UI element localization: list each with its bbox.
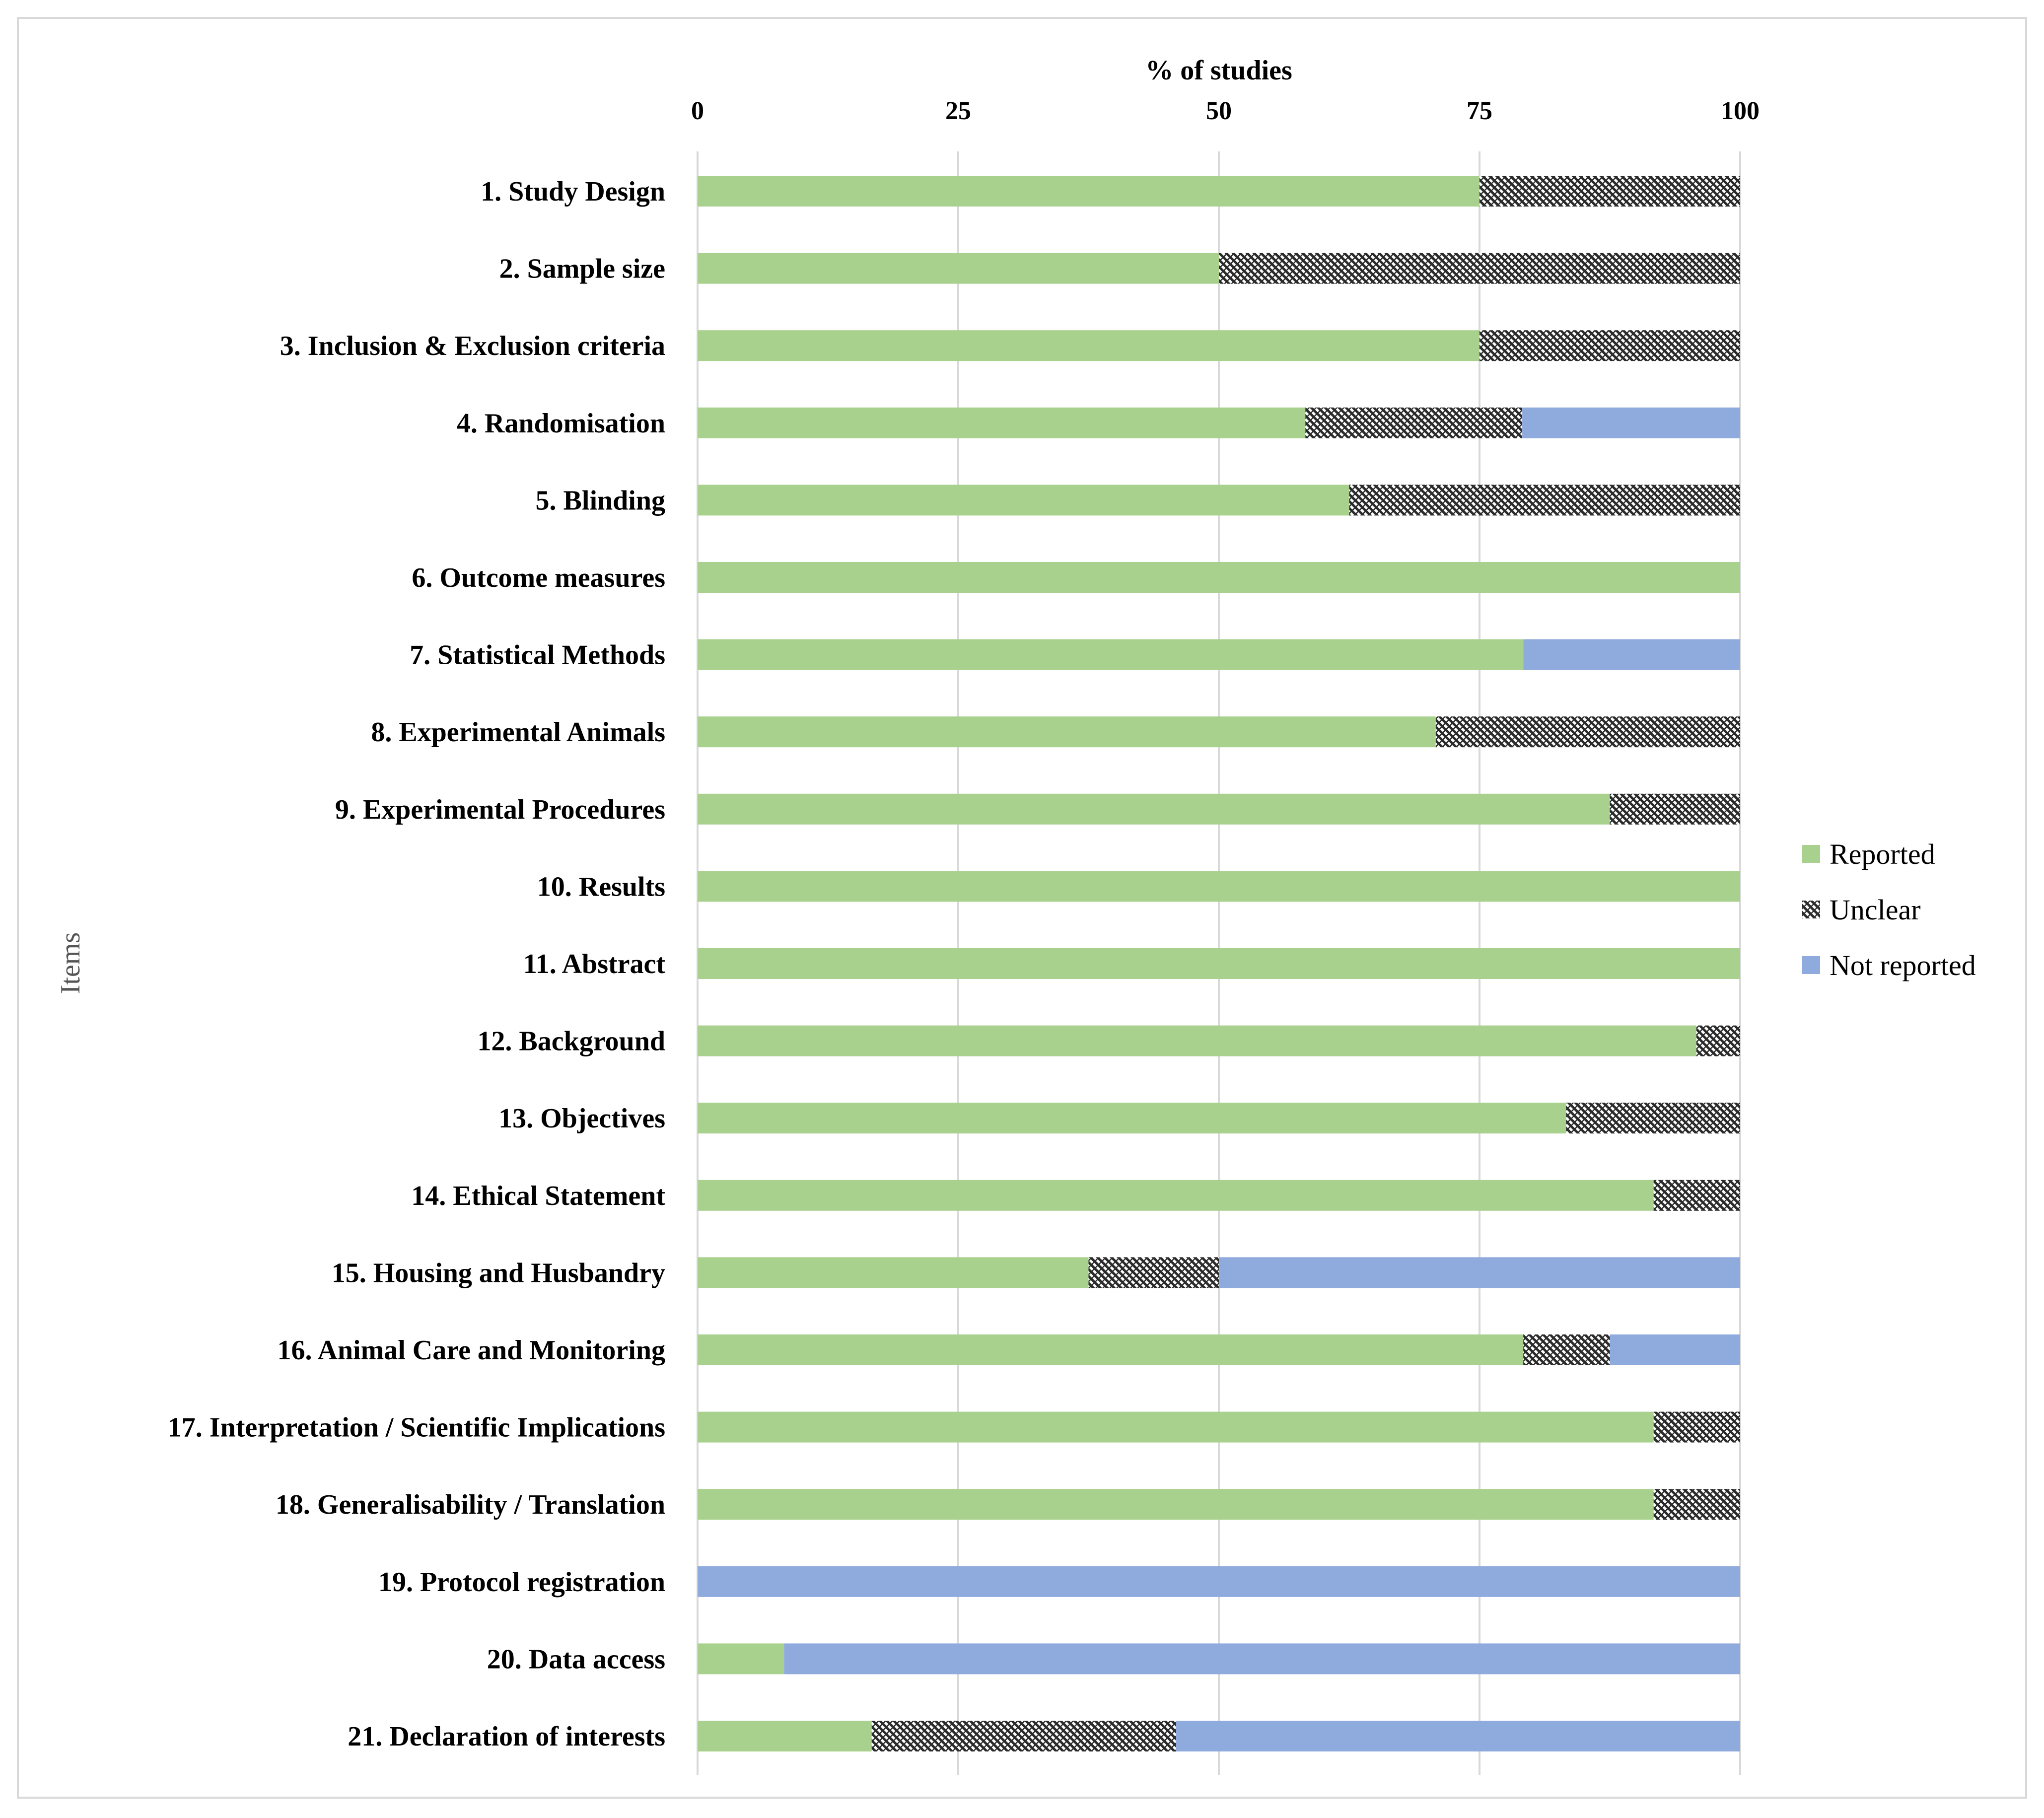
bar-unclear — [1435, 716, 1740, 748]
legend-swatch-reported — [1802, 845, 1820, 863]
bar-unclear — [1480, 176, 1740, 207]
bar-not-reported — [1219, 1257, 1740, 1288]
bar-unclear — [1610, 793, 1740, 825]
bar-not-reported — [1176, 1721, 1740, 1751]
bar-unclear — [1349, 485, 1740, 516]
category-label: 11. Abstract — [523, 949, 666, 979]
x-tick-label: 75 — [1467, 97, 1492, 125]
x-tick-label: 100 — [1721, 97, 1760, 125]
category-label: 20. Data access — [487, 1644, 665, 1675]
bar-reported — [698, 1643, 784, 1675]
category-label: 9. Experimental Procedures — [335, 794, 665, 825]
bar-unclear — [1523, 1334, 1610, 1365]
chart-frame — [17, 17, 2027, 1799]
bar-unclear — [1653, 1180, 1740, 1211]
bar-reported — [698, 1025, 1696, 1056]
legend-label: Not reported — [1830, 949, 1976, 981]
bar-reported — [698, 948, 1740, 979]
bar-unclear — [1480, 330, 1740, 361]
bar-reported — [698, 485, 1349, 516]
bar-reported — [698, 253, 1219, 284]
bar-unclear — [1088, 1257, 1219, 1288]
category-label: 14. Ethical Statement — [411, 1181, 665, 1211]
legend-label: Unclear — [1830, 894, 1921, 926]
y-axis: Items 1. Study Design 2. Sample size 3. In… — [55, 176, 665, 1752]
bar-reported — [698, 1411, 1654, 1443]
category-label: 12. Background — [477, 1026, 665, 1057]
x-axis-title: % of studies — [1145, 55, 1292, 86]
category-label: 17. Interpretation / Scientific Implicat… — [168, 1412, 665, 1443]
bar-reported — [698, 1721, 872, 1751]
legend-swatch-not-reported — [1802, 956, 1820, 974]
bar-reported — [698, 1180, 1654, 1211]
category-label: 10. Results — [537, 871, 665, 902]
category-label: 2. Sample size — [499, 254, 665, 284]
bar-reported — [698, 793, 1610, 825]
category-label: 7. Statistical Methods — [410, 640, 665, 671]
legend-label: Reported — [1830, 838, 1935, 870]
bar-reported — [698, 871, 1740, 902]
bar-reported — [698, 1489, 1654, 1520]
bar-unclear — [1653, 1489, 1740, 1520]
bar-not-reported — [1523, 639, 1740, 670]
bar-unclear — [871, 1721, 1176, 1751]
bars — [698, 176, 1740, 1751]
bar-reported — [698, 1257, 1089, 1288]
bar-reported — [698, 639, 1524, 670]
category-label: 18. Generalisability / Translation — [276, 1489, 665, 1520]
bar-reported — [698, 407, 1306, 438]
category-label: 13. Objectives — [498, 1103, 665, 1134]
bar-not-reported — [1522, 407, 1740, 438]
category-label: 1. Study Design — [481, 176, 665, 207]
legend: Reported Unclear Not reported — [1802, 838, 1976, 981]
bar-not-reported — [1610, 1334, 1740, 1365]
category-label: 4. Randomisation — [457, 408, 665, 439]
bar-not-reported — [784, 1643, 1740, 1675]
bar-unclear — [1219, 253, 1740, 284]
x-tick-label: 25 — [945, 97, 971, 125]
bar-reported — [698, 562, 1740, 593]
category-label: 3. Inclusion & Exclusion criteria — [280, 331, 665, 361]
bar-not-reported — [698, 1566, 1740, 1597]
y-axis-title: Items — [55, 932, 86, 994]
category-label: 6. Outcome measures — [412, 562, 665, 593]
x-axis: % of studies 0 25 50 75 100 — [691, 55, 1760, 125]
bar-reported — [698, 1334, 1524, 1365]
bar-unclear — [1653, 1411, 1740, 1443]
bar-unclear — [1696, 1025, 1740, 1056]
bar-reported — [698, 176, 1480, 207]
category-label: 21. Declaration of interests — [348, 1721, 665, 1752]
bar-reported — [698, 330, 1480, 361]
category-label: 16. Animal Care and Monitoring — [278, 1335, 665, 1366]
category-label: 19. Protocol registration — [378, 1567, 665, 1598]
x-tick-label: 50 — [1206, 97, 1232, 125]
x-tick-label: 0 — [691, 97, 704, 125]
bar-unclear — [1566, 1103, 1740, 1134]
bar-reported — [698, 1103, 1566, 1134]
bar-reported — [698, 716, 1436, 748]
category-label: 5. Blinding — [536, 485, 665, 516]
category-label: 15. Housing and Husbandry — [332, 1258, 665, 1288]
bar-unclear — [1305, 407, 1523, 438]
legend-swatch-unclear — [1802, 901, 1820, 918]
category-label: 8. Experimental Animals — [371, 717, 665, 748]
